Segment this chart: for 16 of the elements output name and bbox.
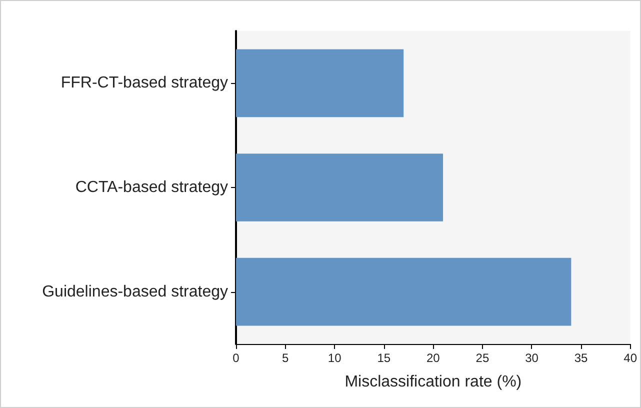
x-tick-label: 40 [624, 351, 638, 365]
bar [236, 49, 404, 118]
x-tick-label: 20 [426, 351, 440, 365]
y-tick-label: FFR-CT-based strategy [60, 74, 228, 92]
x-tick-label: 30 [525, 351, 539, 365]
x-tick-label: 25 [476, 351, 490, 365]
y-tick-label: CCTA-based strategy [75, 179, 228, 196]
x-axis-title: Misclassification rate (%) [344, 374, 522, 390]
x-tick-label: 10 [328, 351, 342, 365]
bar [236, 258, 572, 326]
x-tick-label: 15 [377, 351, 391, 365]
bar [236, 154, 444, 222]
y-tick-label: Guidelines-based strategy [42, 283, 228, 300]
x-tick-label: 0 [232, 351, 240, 365]
x-tick-label: 35 [574, 351, 588, 365]
x-tick-label: 5 [282, 351, 289, 365]
